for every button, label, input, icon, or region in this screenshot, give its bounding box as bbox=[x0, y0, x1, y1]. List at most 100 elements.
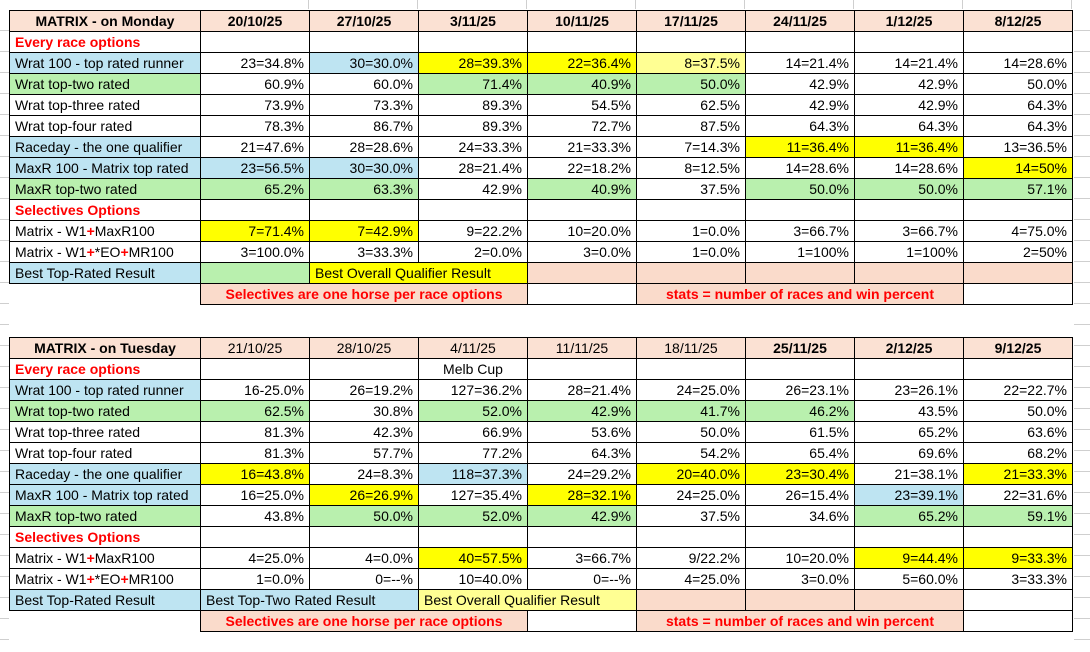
value-cell[interactable] bbox=[309, 199, 419, 221]
value-cell[interactable]: 64.3% bbox=[963, 115, 1073, 137]
row-label-cell[interactable]: Raceday - the one qualifier bbox=[9, 136, 201, 158]
value-cell[interactable]: 50.0% bbox=[636, 421, 746, 443]
value-cell[interactable]: 54.2% bbox=[636, 442, 746, 464]
value-cell[interactable]: 21=33.3% bbox=[963, 463, 1073, 485]
value-cell[interactable] bbox=[200, 199, 310, 221]
value-cell[interactable] bbox=[418, 31, 528, 53]
value-cell[interactable]: 62.5% bbox=[200, 400, 310, 422]
value-cell[interactable]: 40.9% bbox=[527, 178, 637, 200]
value-cell[interactable] bbox=[200, 358, 310, 380]
value-cell[interactable] bbox=[527, 283, 637, 305]
row-label-cell[interactable]: Every race options bbox=[9, 358, 201, 380]
value-cell[interactable]: 81.3% bbox=[200, 421, 310, 443]
date-header-cell[interactable]: 3/11/25 bbox=[418, 10, 528, 32]
value-cell[interactable]: 54.5% bbox=[527, 94, 637, 116]
value-cell[interactable] bbox=[636, 589, 746, 611]
value-cell[interactable] bbox=[963, 526, 1073, 548]
value-cell[interactable]: 28=39.3% bbox=[418, 52, 528, 74]
value-cell[interactable]: 65.2% bbox=[854, 421, 964, 443]
value-cell[interactable] bbox=[854, 589, 964, 611]
value-cell[interactable]: 3=66.7% bbox=[745, 220, 855, 242]
value-cell[interactable]: 42.3% bbox=[309, 421, 419, 443]
value-cell[interactable]: 28=21.4% bbox=[527, 379, 637, 401]
table-title-cell[interactable]: MATRIX - on Monday bbox=[9, 10, 201, 32]
value-cell[interactable]: 3=33.3% bbox=[963, 568, 1073, 590]
value-cell[interactable]: 16=25.0% bbox=[200, 484, 310, 506]
value-cell[interactable]: 4=25.0% bbox=[636, 568, 746, 590]
value-cell[interactable]: 1=100% bbox=[854, 241, 964, 263]
row-label-cell[interactable]: Best Top-Rated Result bbox=[9, 589, 201, 611]
value-cell[interactable]: stats = number of races and win percent bbox=[636, 283, 964, 305]
value-cell[interactable]: 42.9% bbox=[745, 94, 855, 116]
value-cell[interactable]: 10=40.0% bbox=[418, 568, 528, 590]
value-cell[interactable]: 20=40.0% bbox=[636, 463, 746, 485]
value-cell[interactable]: 1=0.0% bbox=[636, 220, 746, 242]
value-cell[interactable]: 3=0.0% bbox=[527, 241, 637, 263]
value-cell[interactable]: 62.5% bbox=[636, 94, 746, 116]
value-cell[interactable]: 0=--% bbox=[309, 568, 419, 590]
value-cell[interactable] bbox=[745, 526, 855, 548]
value-cell[interactable]: 2=50% bbox=[963, 241, 1073, 263]
value-cell[interactable]: 7=71.4% bbox=[200, 220, 310, 242]
value-cell[interactable]: Best Top-Two Rated Result bbox=[200, 589, 419, 611]
value-cell[interactable]: 5=60.0% bbox=[854, 568, 964, 590]
value-cell[interactable]: 9=44.4% bbox=[854, 547, 964, 569]
value-cell[interactable]: 42.9% bbox=[418, 178, 528, 200]
date-header-cell[interactable]: 11/11/25 bbox=[527, 337, 637, 359]
value-cell[interactable]: 30=30.0% bbox=[309, 157, 419, 179]
value-cell[interactable]: 42.9% bbox=[527, 505, 637, 527]
value-cell[interactable]: 52.0% bbox=[418, 400, 528, 422]
date-header-cell[interactable]: 20/10/25 bbox=[200, 10, 310, 32]
value-cell[interactable]: 26=23.1% bbox=[745, 379, 855, 401]
row-label-cell[interactable]: Wrat top-three rated bbox=[9, 94, 201, 116]
value-cell[interactable]: 23=30.4% bbox=[745, 463, 855, 485]
value-cell[interactable]: 23=26.1% bbox=[854, 379, 964, 401]
row-label-cell[interactable]: Selectives Options bbox=[9, 199, 201, 221]
value-cell[interactable]: 87.5% bbox=[636, 115, 746, 137]
date-header-cell[interactable]: 27/10/25 bbox=[309, 10, 419, 32]
value-cell[interactable]: 11=36.4% bbox=[854, 136, 964, 158]
value-cell[interactable] bbox=[200, 526, 310, 548]
value-cell[interactable]: 30=30.0% bbox=[309, 52, 419, 74]
row-label-cell[interactable]: Raceday - the one qualifier bbox=[9, 463, 201, 485]
value-cell[interactable]: Selectives are one horse per race option… bbox=[200, 610, 528, 632]
value-cell[interactable] bbox=[527, 526, 637, 548]
value-cell[interactable]: 22=31.6% bbox=[963, 484, 1073, 506]
value-cell[interactable] bbox=[309, 358, 419, 380]
value-cell[interactable]: 10=20.0% bbox=[745, 547, 855, 569]
row-label-cell[interactable]: MaxR 100 - Matrix top rated bbox=[9, 157, 201, 179]
date-header-cell[interactable]: 4/11/25 bbox=[418, 337, 528, 359]
value-cell[interactable] bbox=[636, 358, 746, 380]
date-header-cell[interactable]: 8/12/25 bbox=[963, 10, 1073, 32]
value-cell[interactable] bbox=[418, 526, 528, 548]
row-label-cell[interactable]: Matrix - W1+MaxR100 bbox=[9, 220, 201, 242]
value-cell[interactable]: 3=66.7% bbox=[527, 547, 637, 569]
value-cell[interactable] bbox=[527, 358, 637, 380]
value-cell[interactable]: 34.6% bbox=[745, 505, 855, 527]
value-cell[interactable]: 50.0% bbox=[745, 178, 855, 200]
row-label-cell[interactable] bbox=[10, 611, 201, 632]
value-cell[interactable]: 2=0.0% bbox=[418, 241, 528, 263]
value-cell[interactable]: 43.8% bbox=[200, 505, 310, 527]
value-cell[interactable]: 14=28.6% bbox=[963, 52, 1073, 74]
value-cell[interactable]: 8=37.5% bbox=[636, 52, 746, 74]
value-cell[interactable]: 3=0.0% bbox=[745, 568, 855, 590]
value-cell[interactable] bbox=[636, 262, 746, 284]
value-cell[interactable]: 21=38.1% bbox=[854, 463, 964, 485]
value-cell[interactable]: 72.7% bbox=[527, 115, 637, 137]
value-cell[interactable] bbox=[636, 31, 746, 53]
value-cell[interactable]: 28=32.1% bbox=[527, 484, 637, 506]
date-header-cell[interactable]: 24/11/25 bbox=[745, 10, 855, 32]
value-cell[interactable]: 24=33.3% bbox=[418, 136, 528, 158]
value-cell[interactable]: 78.3% bbox=[200, 115, 310, 137]
row-label-cell[interactable]: MaxR top-two rated bbox=[9, 178, 201, 200]
value-cell[interactable]: 127=36.2% bbox=[418, 379, 528, 401]
value-cell[interactable]: 7=14.3% bbox=[636, 136, 746, 158]
value-cell[interactable]: 3=33.3% bbox=[309, 241, 419, 263]
value-cell[interactable]: 118=37.3% bbox=[418, 463, 528, 485]
value-cell[interactable]: Best Overall Qualifier Result bbox=[418, 589, 637, 611]
row-label-cell[interactable]: Matrix - W1+MaxR100 bbox=[9, 547, 201, 569]
value-cell[interactable]: 0=--% bbox=[527, 568, 637, 590]
value-cell[interactable]: 21=47.6% bbox=[200, 136, 310, 158]
value-cell[interactable]: 43.5% bbox=[854, 400, 964, 422]
